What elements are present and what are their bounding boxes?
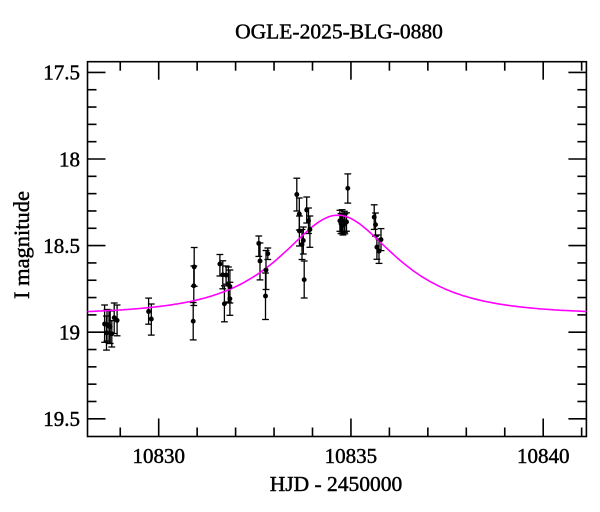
svg-text:OGLE-2025-BLG-0880: OGLE-2025-BLG-0880 [235, 20, 443, 44]
svg-text:18: 18 [59, 147, 80, 171]
svg-text:17.5: 17.5 [43, 61, 80, 85]
svg-text:19: 19 [59, 321, 80, 345]
svg-text:19.5: 19.5 [43, 407, 80, 431]
svg-text:10840: 10840 [517, 444, 570, 468]
svg-text:18.5: 18.5 [43, 234, 80, 258]
svg-text:HJD - 2450000: HJD - 2450000 [270, 472, 403, 496]
svg-text:10835: 10835 [325, 444, 378, 468]
svg-text:10830: 10830 [132, 444, 185, 468]
svg-text:I magnitude: I magnitude [9, 191, 34, 299]
